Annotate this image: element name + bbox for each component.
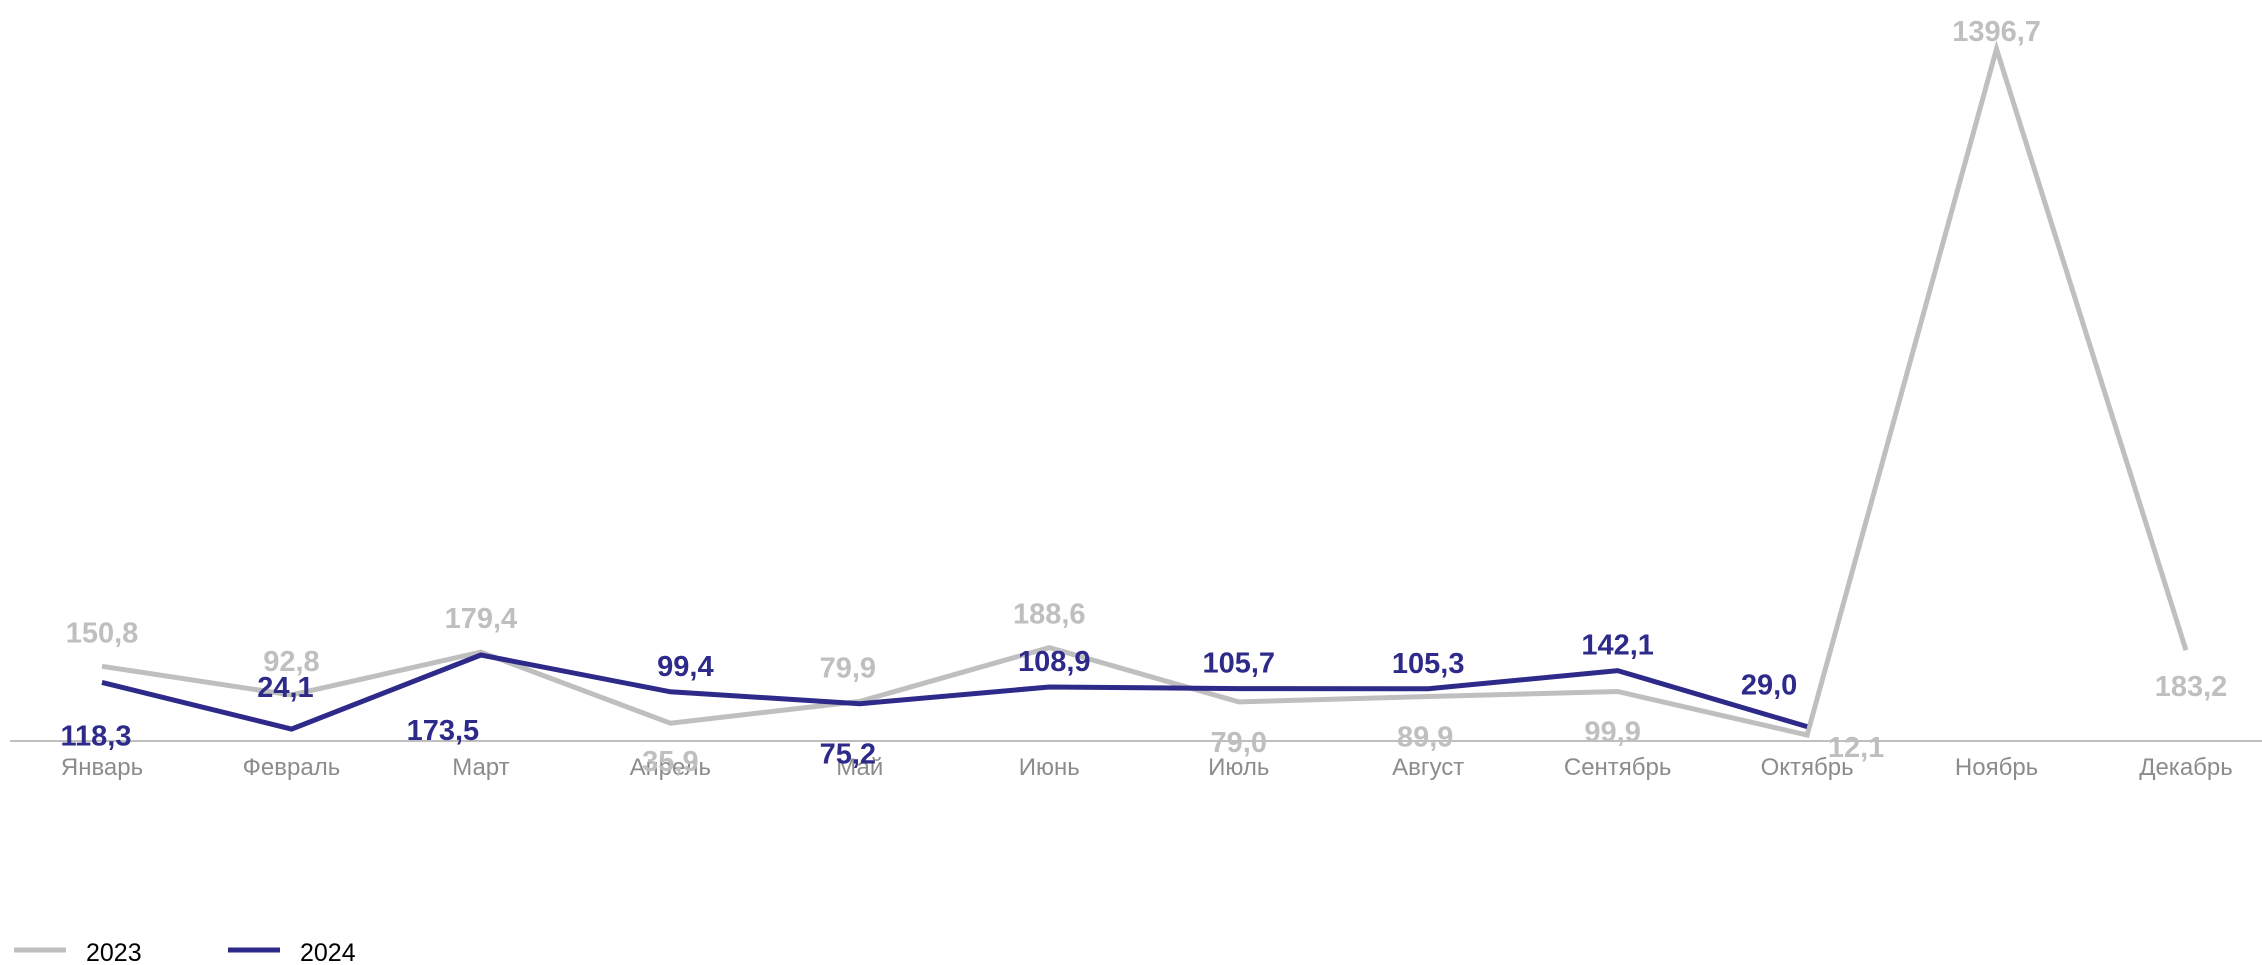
x-tick-label-Июнь: Июнь: [1019, 754, 1080, 781]
data-label-2024-Апрель: 99,4: [657, 651, 713, 683]
x-axis-tick-labels: Январь Февраль Март Апрель Май Июнь Июль Август…: [61, 754, 2233, 781]
x-tick-label-Январь: Январь: [61, 754, 143, 781]
data-label-2023-Октябрь: 12,1: [1828, 732, 1884, 764]
data-label-2024-Июль: 105,7: [1202, 648, 1275, 680]
data-labels: 150,8 92,8 179,4 35,9 79,9 188,6 79,0 89,9 99,9 1…: [61, 16, 2228, 778]
data-label-2024-Август: 105,3: [1392, 648, 1465, 680]
series-line-2023: [101, 40, 2189, 738]
data-label-2024-Июнь: 108,9: [1018, 646, 1091, 678]
x-tick-label-Март: Март: [452, 754, 509, 781]
data-label-2023-Январь: 150,8: [66, 617, 139, 649]
x-tick-label-Апрель: Апрель: [630, 754, 711, 781]
data-label-2023-Ноябрь: 1396,7: [1952, 16, 2041, 48]
data-label-2023-Сентябрь: 99,9: [1584, 717, 1640, 749]
data-label-2024-Сентябрь: 142,1: [1581, 630, 1654, 662]
series-line-2024: [101, 652, 1808, 732]
data-label-2023-Апрель: 35,9: [642, 746, 698, 778]
series-lines: [101, 40, 2189, 738]
x-tick-label-Май: Май: [836, 754, 883, 781]
data-label-2023-Май: 79,9: [820, 652, 876, 684]
data-label-2024-Май: 75,2: [820, 739, 876, 771]
data-label-2024-Февраль: 24,1: [257, 672, 313, 704]
data-label-2023-Март: 179,4: [445, 603, 518, 635]
x-tick-label-Октябрь: Октябрь: [1761, 754, 1854, 781]
x-tick-label-Сентябрь: Сентябрь: [1564, 754, 1672, 781]
data-label-2023-Август: 89,9: [1397, 721, 1453, 753]
data-label-2023-Февраль: 92,8: [263, 646, 319, 678]
legend-label-2024: 2024: [300, 939, 356, 965]
x-tick-label-Август: Август: [1392, 754, 1464, 781]
x-tick-label-Июль: Июль: [1208, 754, 1269, 781]
data-label-2023-Июнь: 188,6: [1013, 599, 1086, 631]
x-tick-label-Ноябрь: Ноябрь: [1955, 754, 2038, 781]
data-label-2024-Январь: 118,3: [61, 720, 132, 752]
data-label-2024-Октябрь: 29,0: [1741, 670, 1797, 702]
x-tick-label-Декабрь: Декабрь: [2139, 754, 2233, 781]
legend: 2023 2024: [14, 939, 356, 965]
x-tick-label-Февраль: Февраль: [243, 754, 341, 781]
legend-label-2023: 2023: [86, 939, 142, 965]
data-label-2023-Декабрь: 183,2: [2155, 671, 2228, 703]
data-label-2024-Март: 173,5: [407, 715, 480, 747]
data-label-2023-Июль: 79,0: [1211, 727, 1267, 759]
